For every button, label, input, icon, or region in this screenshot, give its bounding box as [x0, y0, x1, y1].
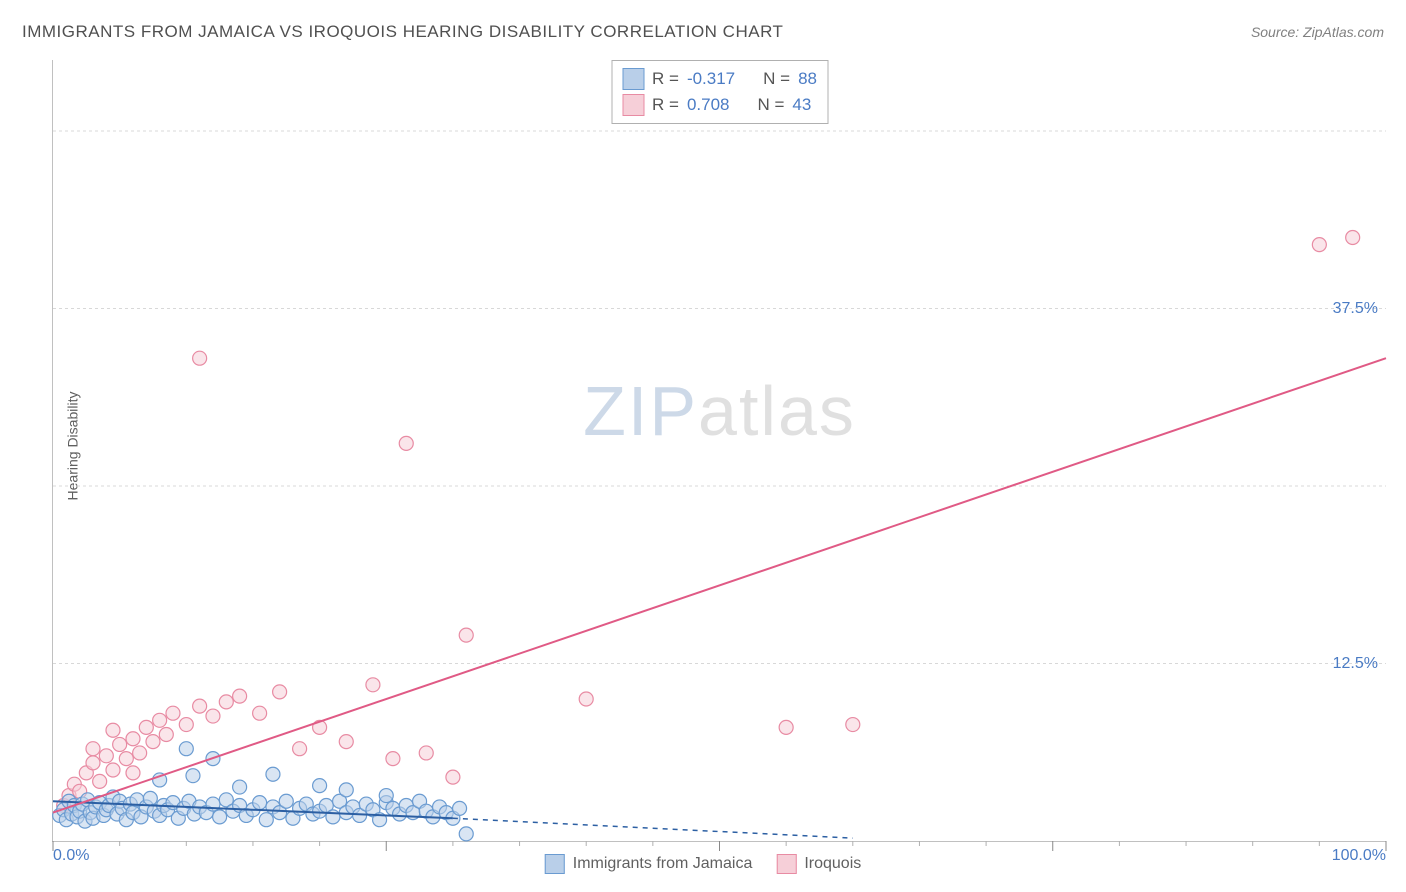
swatch-series-a: [622, 68, 644, 90]
series-legend: Immigrants from Jamaica Iroquois: [545, 854, 862, 874]
scatter-plot-svg: [53, 60, 1386, 841]
n-label: N =: [757, 95, 784, 115]
swatch-series-b: [622, 94, 644, 116]
r-value-a: -0.317: [687, 69, 735, 89]
stats-row-series-a: R = -0.317 N = 88: [622, 66, 817, 92]
x-tick-label: 100.0%: [1332, 847, 1386, 865]
n-value-a: 88: [798, 69, 817, 89]
legend-label-a: Immigrants from Jamaica: [573, 855, 753, 873]
title-bar: IMMIGRANTS FROM JAMAICA VS IROQUOIS HEAR…: [22, 22, 1384, 42]
source-label: Source: ZipAtlas.com: [1251, 24, 1384, 40]
r-label: R =: [652, 69, 679, 89]
legend-swatch-b: [776, 854, 796, 874]
x-tick-label: 0.0%: [53, 847, 89, 865]
plot-area: ZIPatlas R = -0.317 N = 88 R = 0.708 N =…: [52, 60, 1386, 842]
stats-legend: R = -0.317 N = 88 R = 0.708 N = 43: [611, 60, 828, 124]
legend-swatch-a: [545, 854, 565, 874]
stats-row-series-b: R = 0.708 N = 43: [622, 92, 817, 118]
r-value-b: 0.708: [687, 95, 730, 115]
chart-title: IMMIGRANTS FROM JAMAICA VS IROQUOIS HEAR…: [22, 22, 783, 42]
legend-item-series-a: Immigrants from Jamaica: [545, 854, 753, 874]
y-tick-label: 37.5%: [1333, 300, 1378, 318]
y-tick-label: 12.5%: [1333, 655, 1378, 673]
legend-item-series-b: Iroquois: [776, 854, 861, 874]
n-label: N =: [763, 69, 790, 89]
r-label: R =: [652, 95, 679, 115]
n-value-b: 43: [792, 95, 811, 115]
legend-label-b: Iroquois: [804, 855, 861, 873]
chart-container: IMMIGRANTS FROM JAMAICA VS IROQUOIS HEAR…: [0, 0, 1406, 892]
